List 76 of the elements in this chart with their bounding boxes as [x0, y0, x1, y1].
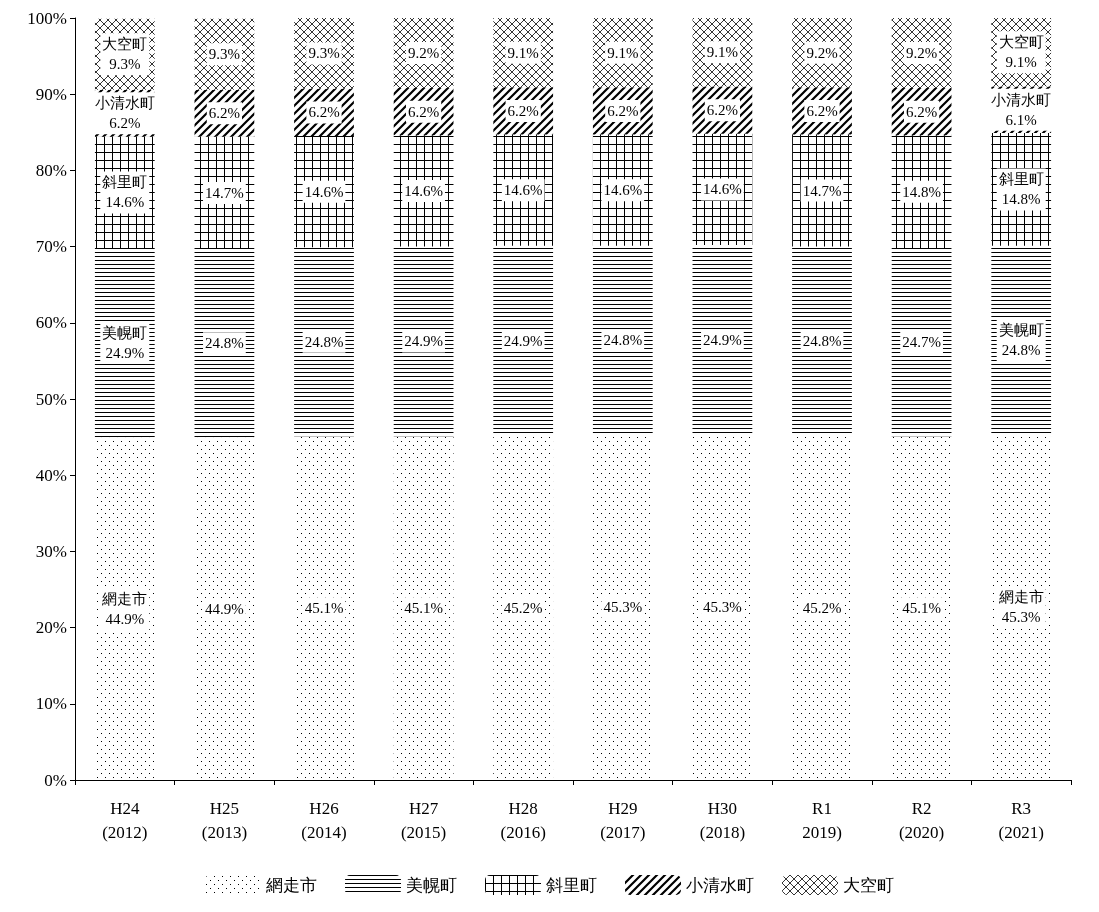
- legend-label: 斜里町: [546, 875, 597, 895]
- data-label: 美幌町 24.9%: [102, 324, 148, 361]
- data-label: 9.3%: [208, 46, 241, 63]
- y-tick-label: 70%: [35, 237, 67, 257]
- data-label: 6.2%: [607, 102, 639, 119]
- data-label: 小清水町 6.1%: [991, 91, 1052, 128]
- legend-label: 美幌町: [406, 875, 457, 895]
- data-label: 14.6%: [503, 182, 543, 199]
- data-label: 大空町 9.3%: [102, 36, 148, 73]
- data-label: 14.6%: [703, 181, 742, 198]
- data-label: 24.8%: [603, 332, 643, 349]
- data-label: 24.9%: [503, 332, 543, 349]
- data-label: 6.2%: [407, 103, 440, 120]
- data-label: 44.9%: [205, 600, 244, 617]
- x-tick-label: H29 (2017): [600, 798, 646, 842]
- data-label: 24.8%: [304, 333, 344, 350]
- x-tick-label: H24 (2012): [102, 798, 148, 842]
- data-label: 9.2%: [407, 45, 440, 62]
- x-tick-label: H28 (2016): [500, 798, 546, 842]
- y-tick-label: 80%: [35, 160, 67, 180]
- data-label: 24.9%: [703, 331, 742, 348]
- data-label: 14.7%: [802, 182, 842, 199]
- y-tick-label: 40%: [35, 465, 67, 485]
- data-label: 9.1%: [607, 44, 639, 61]
- data-label: 24.8%: [802, 333, 842, 350]
- y-tick-label: 20%: [35, 618, 67, 638]
- data-label: 斜里町 14.6%: [102, 174, 148, 211]
- legend-label: 小清水町: [686, 875, 754, 895]
- y-tick-label: 100%: [27, 8, 67, 28]
- data-label: 網走市 44.9%: [101, 590, 148, 627]
- data-label: 14.7%: [205, 184, 244, 201]
- data-label: 6.2%: [905, 103, 938, 120]
- data-label: 大空町 9.1%: [998, 34, 1044, 71]
- data-label: 9.1%: [507, 44, 539, 61]
- data-label: 9.3%: [308, 45, 340, 62]
- data-label: 14.8%: [902, 183, 941, 200]
- y-tick-label: 60%: [35, 313, 67, 333]
- data-label: 45.1%: [404, 600, 443, 617]
- data-label: 14.6%: [603, 182, 643, 199]
- data-label: 美幌町 24.8%: [998, 322, 1044, 359]
- x-tick-label: H27 (2015): [400, 798, 447, 842]
- y-tick-label: 0%: [44, 770, 67, 790]
- data-label: 6.2%: [507, 102, 539, 119]
- data-label: 斜里町 14.8%: [998, 171, 1044, 208]
- data-label: 網走市 45.3%: [997, 589, 1044, 626]
- data-label: 45.2%: [503, 599, 543, 616]
- y-tick-label: 10%: [35, 694, 67, 714]
- data-label: 6.2%: [806, 102, 838, 119]
- data-label: 24.8%: [205, 335, 244, 352]
- data-label: 45.3%: [703, 599, 742, 616]
- x-tick-label: R2 (2020): [898, 798, 945, 842]
- x-tick-label: R3 (2021): [998, 798, 1044, 842]
- data-label: 6.2%: [308, 104, 340, 121]
- data-label: 6.2%: [208, 105, 241, 122]
- data-label: 14.6%: [404, 182, 443, 199]
- data-label: 45.2%: [802, 599, 842, 616]
- y-tick-label: 90%: [35, 84, 67, 104]
- x-tick-label: R1 2019): [802, 798, 842, 842]
- x-tick-label: H26 (2014): [301, 798, 347, 842]
- y-tick-label: 30%: [35, 541, 67, 561]
- y-tick-label: 50%: [35, 389, 67, 409]
- data-label: 24.9%: [404, 333, 443, 350]
- legend-label: 網走市: [265, 875, 317, 895]
- x-tick-label: H25 (2013): [201, 798, 248, 842]
- data-label: 45.3%: [603, 599, 643, 616]
- data-label: 24.7%: [902, 334, 941, 351]
- data-label: 6.2%: [706, 102, 739, 119]
- data-label: 小清水町 6.2%: [94, 95, 155, 132]
- data-label: 9.2%: [905, 45, 938, 62]
- data-label: 9.2%: [806, 44, 838, 61]
- x-tick-label: H30 (2018): [699, 798, 746, 842]
- data-label: 14.6%: [304, 183, 344, 200]
- data-label: 9.1%: [706, 44, 739, 61]
- data-label: 45.1%: [902, 600, 941, 617]
- legend-label: 大空町: [843, 875, 894, 895]
- data-label: 45.1%: [304, 600, 344, 617]
